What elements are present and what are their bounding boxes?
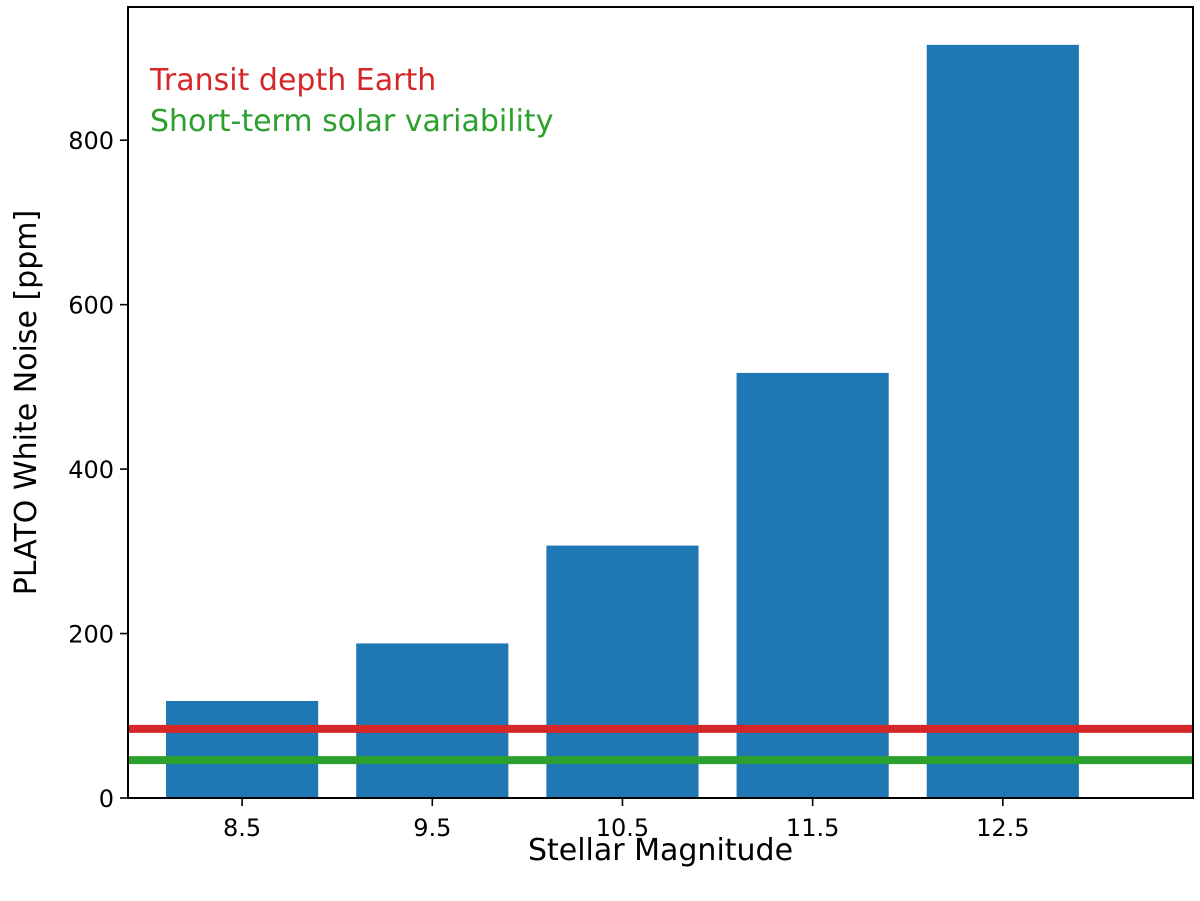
x-tick-label: 12.5 bbox=[976, 814, 1029, 842]
bar-12.5 bbox=[926, 44, 1079, 798]
y-tick-label: 600 bbox=[68, 292, 114, 320]
y-axis-label: PLATO White Noise [ppm] bbox=[9, 210, 44, 595]
y-axis: 0 200 400 600 800 bbox=[68, 127, 128, 813]
x-axis-label: Stellar Magnitude bbox=[528, 833, 793, 868]
legend-entry-transit-depth-earth: Transit depth Earth bbox=[149, 63, 436, 98]
y-tick-label: 400 bbox=[68, 456, 114, 484]
legend: Transit depth Earth Short-term solar var… bbox=[149, 63, 553, 139]
bar-8.5 bbox=[166, 700, 319, 798]
legend-entry-short-term-solar-variability: Short-term solar variability bbox=[150, 104, 553, 139]
bars-layer bbox=[166, 44, 1079, 798]
x-tick-label: 11.5 bbox=[786, 814, 839, 842]
y-tick-label: 200 bbox=[68, 621, 114, 649]
bar-10.5 bbox=[546, 545, 699, 798]
x-tick-label: 8.5 bbox=[223, 814, 261, 842]
y-tick-label: 800 bbox=[68, 127, 114, 155]
x-axis: 8.5 9.5 10.5 11.5 12.5 bbox=[223, 798, 1030, 842]
bar-9.5 bbox=[356, 643, 509, 798]
plot-frame bbox=[127, 6, 1194, 799]
x-tick-label: 10.5 bbox=[596, 814, 649, 842]
y-tick-label: 0 bbox=[99, 785, 114, 813]
reference-lines-layer bbox=[128, 724, 1193, 765]
bar-11.5 bbox=[736, 372, 889, 798]
x-tick-label: 9.5 bbox=[413, 814, 451, 842]
